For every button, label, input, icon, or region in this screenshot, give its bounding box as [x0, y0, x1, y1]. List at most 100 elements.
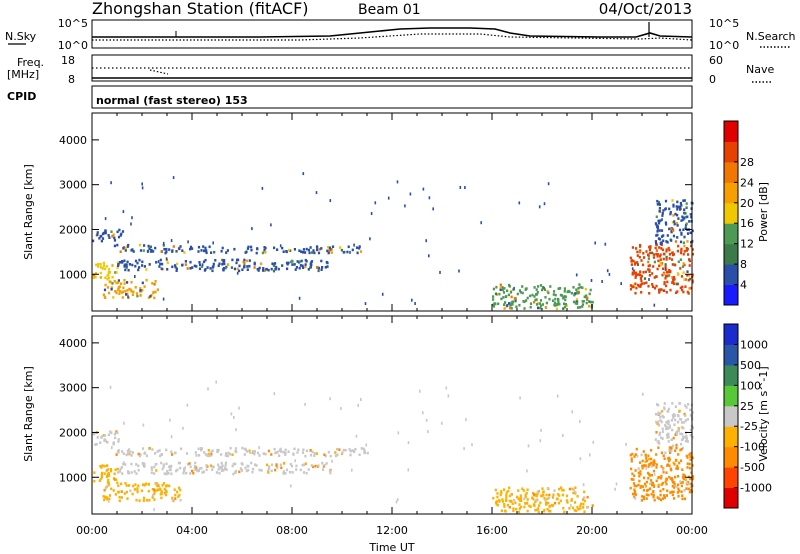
data-cell: [518, 303, 521, 307]
data-cell: [140, 489, 144, 493]
data-cell: [302, 266, 305, 269]
data-cell: [354, 447, 357, 451]
data-cell: [310, 263, 313, 267]
data-cell: [677, 244, 680, 248]
data-cell: [681, 432, 684, 436]
data-cell: [662, 239, 665, 243]
data-cell: [231, 453, 234, 456]
nsearch-label: N.Search: [746, 30, 796, 43]
data-cell: [195, 454, 198, 457]
data-cell: [107, 478, 110, 482]
data-cell: [647, 476, 650, 480]
data-cell: [165, 493, 168, 497]
data-cell: [672, 203, 675, 207]
data-cell: [175, 269, 178, 272]
data-cell: [661, 481, 664, 485]
data-cell: [258, 454, 261, 457]
data-cell: [642, 488, 646, 492]
data-cell: [659, 412, 662, 415]
data-cell: [346, 250, 349, 254]
data-cell: [510, 493, 513, 496]
data-cell: [218, 466, 221, 469]
data-speckle: [653, 303, 656, 307]
data-cell: [132, 250, 135, 253]
data-cell: [511, 303, 514, 306]
data-cell: [288, 470, 292, 474]
data-cell: [648, 268, 651, 272]
data-cell: [99, 266, 103, 269]
colorbar-tick-label: 1000: [740, 338, 768, 351]
data-cell: [536, 291, 539, 294]
data-cell: [238, 470, 241, 474]
data-cell: [220, 461, 223, 465]
data-cell: [104, 283, 107, 287]
data-cell: [674, 405, 677, 408]
data-cell: [104, 495, 107, 499]
data-cell: [200, 448, 203, 452]
data-speckle: [290, 484, 292, 488]
data-cell: [586, 495, 589, 499]
data-cell: [667, 246, 670, 250]
data-cell: [676, 430, 679, 433]
data-cell: [198, 263, 202, 267]
data-cell: [665, 471, 668, 474]
data-cell: [280, 466, 283, 470]
data-speckle: [207, 387, 209, 391]
data-cell: [647, 254, 650, 257]
data-cell: [304, 258, 307, 262]
data-cell: [235, 261, 238, 265]
data-speckle: [157, 260, 160, 264]
data-cell: [664, 208, 667, 211]
data-cell: [166, 261, 169, 265]
data-cell: [304, 263, 307, 266]
data-cell: [547, 509, 551, 513]
data-cell: [677, 487, 680, 491]
data-cell: [164, 251, 167, 255]
data-cell: [225, 468, 228, 471]
data-cell: [503, 307, 506, 310]
data-cell: [232, 462, 235, 466]
velocity-data: [92, 380, 695, 514]
data-cell: [685, 406, 688, 409]
data-cell: [668, 458, 671, 461]
data-cell: [207, 449, 210, 452]
data-cell: [547, 291, 550, 295]
data-cell: [240, 469, 244, 472]
data-cell: [542, 490, 545, 494]
data-cell: [689, 452, 692, 455]
data-cell: [508, 506, 511, 509]
data-cell: [676, 205, 680, 209]
data-cell: [675, 282, 678, 286]
data-cell: [684, 404, 687, 407]
data-cell: [107, 234, 110, 237]
data-cell: [631, 452, 634, 456]
data-cell: [656, 233, 659, 237]
beam-label: Beam 01: [358, 2, 421, 18]
data-speckle: [538, 205, 541, 209]
data-cell: [543, 497, 546, 500]
data-cell: [212, 265, 215, 268]
data-cell: [630, 457, 633, 460]
data-cell: [117, 281, 120, 284]
data-cell: [163, 472, 166, 475]
data-cell: [676, 272, 679, 275]
data-speckle: [329, 397, 331, 401]
data-cell: [652, 469, 656, 473]
data-cell: [660, 451, 663, 455]
data-cell: [107, 483, 110, 486]
data-cell: [672, 278, 675, 281]
data-cell: [184, 260, 187, 263]
data-speckle: [407, 441, 410, 445]
data-cell: [683, 474, 686, 477]
data-cell: [677, 429, 680, 433]
data-cell: [234, 469, 238, 473]
data-cell: [108, 494, 112, 497]
data-cell: [166, 471, 169, 475]
data-cell: [529, 294, 532, 298]
data-cell: [574, 492, 577, 495]
data-speckle: [315, 191, 318, 195]
data-cell: [640, 274, 643, 278]
data-speckle: [519, 396, 521, 400]
data-cell: [553, 290, 556, 293]
